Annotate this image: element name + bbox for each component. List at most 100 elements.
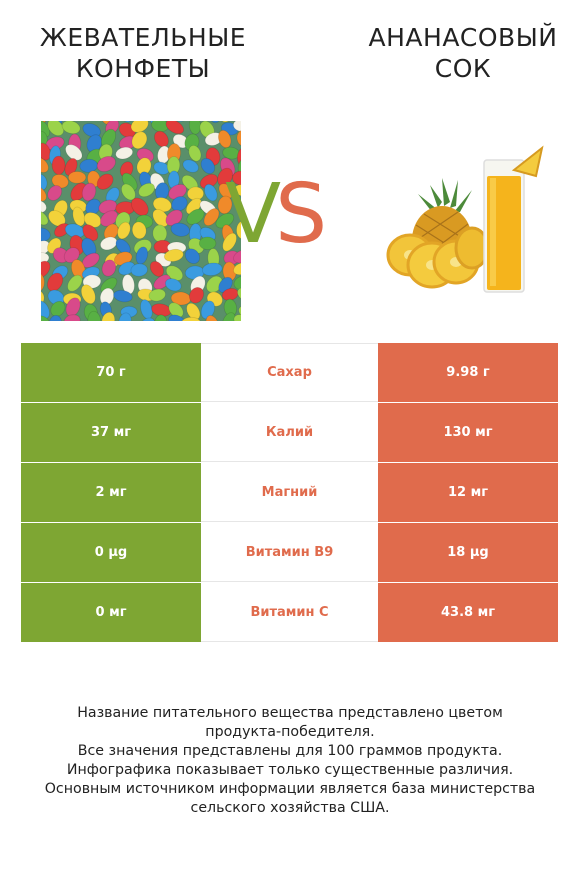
jelly-bean [233, 314, 241, 321]
jelly-bean [207, 121, 222, 124]
jelly-bean [100, 210, 119, 227]
jelly-bean [101, 259, 117, 277]
jelly-bean [189, 287, 204, 304]
right-value: 18 µg [378, 523, 558, 582]
jelly-bean [233, 262, 241, 276]
jelly-bean [41, 227, 51, 243]
jelly-bean [203, 208, 220, 227]
jelly-bean [164, 278, 182, 292]
jelly-bean [67, 171, 87, 184]
jelly-bean [188, 145, 202, 162]
jelly-bean [218, 183, 234, 199]
jelly-bean [41, 300, 50, 319]
table-row: 0 µg Витамин B9 18 µg [21, 523, 558, 583]
jelly-bean [154, 130, 169, 148]
jelly-bean [47, 289, 65, 306]
jelly-bean [180, 316, 202, 321]
jelly-bean [148, 288, 166, 302]
jelly-bean [51, 155, 66, 175]
jelly-bean [168, 314, 187, 321]
vs-label: VS [225, 165, 327, 265]
nutrient-name: Магний [201, 463, 378, 522]
jelly-bean [237, 287, 241, 303]
jelly-bean [131, 221, 147, 240]
jelly-bean [221, 312, 236, 321]
jelly-bean [113, 289, 133, 303]
jelly-bean [80, 284, 96, 305]
jelly-bean [165, 121, 184, 135]
jelly-bean [238, 198, 241, 212]
jelly-bean [236, 220, 241, 240]
jelly-bean [218, 276, 233, 293]
jelly-bean [118, 261, 136, 276]
jelly-bean [138, 182, 155, 198]
jelly-bean [237, 155, 241, 176]
left-value: 2 мг [21, 463, 201, 522]
jelly-bean [47, 121, 65, 137]
footer-line: Название питательного вещества представл… [77, 705, 503, 721]
table-row: 37 мг Калий 130 мг [21, 403, 558, 463]
left-product-title: ЖЕВАТЕЛЬНЫЕ КОНФЕТЫ [28, 22, 258, 84]
jelly-bean [117, 221, 131, 240]
jelly-bean [222, 232, 237, 252]
jelly-bean [233, 275, 241, 290]
nutrient-name: Калий [201, 403, 378, 462]
jelly-bean [184, 248, 200, 264]
jelly-bean [82, 224, 99, 242]
jelly-bean [168, 302, 184, 318]
jelly-bean [41, 156, 49, 173]
jelly-bean [130, 197, 149, 216]
footer-line: Основным источником информации является … [44, 781, 536, 797]
jelly-bean [205, 315, 220, 321]
jelly-bean [47, 272, 64, 292]
nutrient-name: Витамин B9 [201, 523, 378, 582]
footer-note: Название питательного вещества представл… [20, 704, 560, 818]
left-title-line-2: КОНФЕТЫ [75, 54, 211, 83]
jelly-bean [152, 208, 169, 228]
jelly-bean [149, 260, 164, 277]
right-title-line-1: АНАНАСОВЫЙ [368, 23, 558, 52]
jelly-beans-image [41, 121, 241, 321]
jelly-bean [119, 121, 135, 123]
left-value: 37 мг [21, 403, 201, 462]
table-row: 0 мг Витамин C 43.8 мг [21, 583, 558, 643]
jelly-bean [238, 305, 241, 321]
jelly-bean [130, 263, 148, 277]
pineapple-juice-image [380, 130, 550, 300]
jelly-bean [100, 277, 118, 294]
jelly-bean [41, 272, 45, 293]
jelly-bean [217, 195, 233, 215]
jelly-bean [154, 314, 168, 321]
jelly-bean [41, 209, 49, 226]
jelly-bean [204, 183, 218, 202]
jelly-bean [96, 173, 114, 190]
vs-v: V [225, 167, 281, 262]
jelly-bean [165, 209, 183, 227]
jelly-bean [165, 265, 184, 281]
jelly-beans-icon [41, 121, 241, 321]
right-value: 9.98 г [378, 343, 558, 402]
jelly-bean [171, 196, 188, 212]
jelly-bean [50, 300, 66, 317]
jelly-bean [72, 206, 86, 227]
jelly-bean [101, 311, 116, 321]
jelly-bean [82, 123, 101, 138]
jelly-bean [41, 142, 51, 161]
jelly-bean [200, 157, 216, 175]
jelly-bean [131, 131, 148, 150]
right-value: 12 мг [378, 463, 558, 522]
right-title-line-2: СОК [434, 54, 492, 83]
right-value: 130 мг [378, 403, 558, 462]
jelly-bean [63, 314, 81, 321]
jelly-bean [41, 199, 47, 214]
jelly-bean [170, 222, 191, 237]
jelly-bean [236, 129, 241, 147]
jelly-bean [47, 185, 63, 201]
footer-line: Инфографика показывает только существенн… [66, 762, 514, 778]
jelly-bean [87, 310, 102, 321]
jelly-bean [41, 315, 50, 321]
left-value: 0 мг [21, 583, 201, 642]
jelly-bean [233, 249, 241, 264]
jelly-bean [64, 157, 78, 176]
vs-s: S [275, 167, 327, 262]
